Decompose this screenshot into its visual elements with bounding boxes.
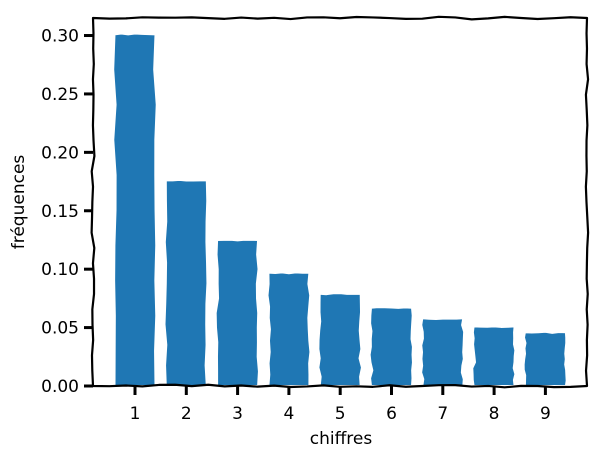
x-tick-label: 3 <box>232 404 243 424</box>
y-tick-label: 0.30 <box>41 27 79 47</box>
plot-frame <box>90 15 590 389</box>
y-tick-label: 0.25 <box>41 85 79 105</box>
x-tick-label: 4 <box>283 404 294 424</box>
x-tick-label: 9 <box>540 404 551 424</box>
bar-4 <box>266 271 312 387</box>
bar-1 <box>112 32 158 387</box>
x-tick-label: 2 <box>181 404 192 424</box>
bar-5 <box>317 292 363 387</box>
bar-3 <box>214 238 260 387</box>
x-axis-label: chiffres <box>310 429 373 449</box>
y-tick-label: 0.05 <box>41 319 79 339</box>
x-axis-ticks: 1 2 3 4 5 6 7 8 9 <box>130 386 551 424</box>
y-axis-label: fréquences <box>9 155 29 250</box>
bar-2 <box>163 178 209 387</box>
bar-7 <box>420 317 466 387</box>
bar-8 <box>471 325 517 387</box>
bars-layer <box>112 32 568 387</box>
x-tick-label: 1 <box>130 404 141 424</box>
y-tick-label: 0.20 <box>41 143 79 163</box>
y-tick-label: 0.00 <box>41 377 79 397</box>
x-tick-label: 5 <box>335 404 346 424</box>
x-tick-label: 6 <box>386 404 397 424</box>
x-tick-label: 8 <box>489 404 500 424</box>
bar-6 <box>368 306 414 387</box>
bar-9 <box>522 330 568 387</box>
y-tick-label: 0.10 <box>41 260 79 280</box>
y-tick-label: 0.15 <box>41 202 79 222</box>
x-tick-label: 7 <box>437 404 448 424</box>
y-axis-ticks: 0.00 0.05 0.10 0.15 0.20 0.25 0.30 <box>41 27 93 397</box>
